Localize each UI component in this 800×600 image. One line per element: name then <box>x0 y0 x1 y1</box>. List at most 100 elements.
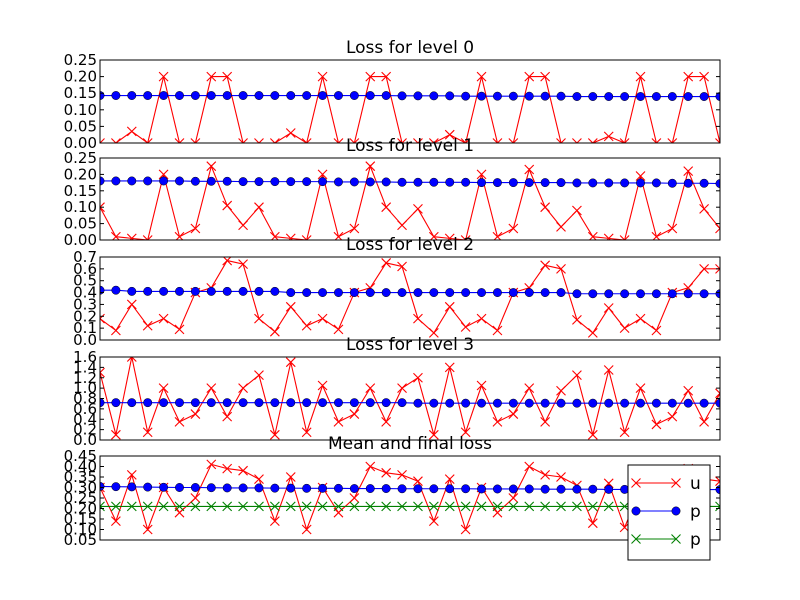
panel-1-series-0-point-32-b <box>606 233 614 240</box>
panel-3-series-1-point-34 <box>636 398 645 408</box>
panel-2-series-1-point-15 <box>334 288 343 298</box>
panel-0-series-0-point-4-b <box>158 71 169 82</box>
panel-2-series-0-point-23-b <box>460 322 471 332</box>
panel-2-series-1-point-35 <box>651 289 661 299</box>
panel-3-series-1-point-8 <box>222 398 232 408</box>
panel-2-series-0-point-32-b <box>603 303 614 313</box>
panel-0-series-1-point-1 <box>111 91 121 100</box>
panel-2-series-0-point-13 <box>301 320 312 331</box>
panel-0-series-1-point-30 <box>572 92 582 101</box>
panel-4-series-2-point-5-b <box>174 501 185 512</box>
panel-0-series-0-point-23-a <box>460 138 467 143</box>
panel-3-series-0-point-2-b <box>126 357 133 362</box>
panel-4-series-0-point-27 <box>524 461 535 472</box>
panel-4-series-1-point-20 <box>413 484 423 494</box>
panel-4-series-2-point-30-b <box>572 501 582 512</box>
panel-1-series-0-point-19-b <box>397 220 407 231</box>
panel-0-series-1-point-32 <box>604 92 614 101</box>
panel-0-series-1-point-38 <box>699 92 709 101</box>
panel-1-series-0-point-38 <box>699 203 709 214</box>
panel-4-series-2-point-7 <box>206 501 217 512</box>
panel-1-series-0-point-27 <box>524 164 535 175</box>
panel-0-series-0-point-3-a <box>142 138 149 143</box>
legend-label-1: p <box>690 502 701 522</box>
panel-2-series-0-point-2 <box>126 299 137 310</box>
panel-0-series-0-point-19-b <box>401 138 407 143</box>
panel-3-series-0-point-20 <box>413 372 423 383</box>
panel-2-series-0-point-2-b <box>126 299 137 310</box>
panel-0-series-0-point-0-b <box>100 138 105 143</box>
panel-4-series-2-point-29 <box>556 501 566 512</box>
panel-1-series-0-point-27-b <box>524 164 535 175</box>
panel-2-series-1-point-4 <box>159 286 169 296</box>
panel-0-series-0-point-3 <box>142 138 153 143</box>
panel-0-series-0-point-8-b <box>222 71 233 82</box>
panel-2-series-0-point-1-b <box>111 325 121 336</box>
legend-marker-end-1 <box>671 506 681 516</box>
panel-0-series-1-point-35 <box>651 92 661 101</box>
panel-0-series-0-point-31-a <box>587 138 594 143</box>
panel-2-series-0-point-29-b <box>556 263 566 274</box>
panel-4-series-0-point-7 <box>206 459 217 470</box>
panel-2-ytick-label-5: 0.5 <box>73 272 97 290</box>
panel-2-series-0-point-10 <box>254 313 264 324</box>
panel-4-series-2-point-10-b <box>254 501 264 512</box>
panel-4-series-2-point-28-b <box>540 501 551 512</box>
panel-2-series-0-point-1 <box>111 325 121 336</box>
panel-1-series-0-point-4-b <box>158 169 169 180</box>
panel-3-series-1-line <box>100 402 720 404</box>
panel-3-series-0-point-19-b <box>397 383 407 394</box>
panel-2-series-1-point-28 <box>540 288 550 298</box>
legend-box <box>627 464 711 561</box>
panel-4-series-2-point-20-b <box>413 501 423 512</box>
panel-3-series-0-point-32-b <box>603 365 614 375</box>
panel-3-series-1-point-25 <box>492 398 502 408</box>
legend-label-0: u <box>690 474 701 494</box>
panel-2-series-1-point-23 <box>461 288 471 298</box>
panel-2-series-1-point-20 <box>413 288 423 298</box>
panel-3-series-0-point-15-b <box>333 416 344 427</box>
panel-4-series-1-point-18 <box>381 484 391 493</box>
panel-4-frame <box>99 455 721 541</box>
panel-1-series-0-point-2 <box>126 233 137 240</box>
panel-0-series-0-point-39-a <box>715 138 720 143</box>
panel-0-series-0-point-39 <box>715 138 720 143</box>
panel-4-series-0-point-31 <box>587 518 598 529</box>
panel-0-series-0-point-31 <box>587 138 598 143</box>
panel-1-series-0-point-0 <box>100 202 105 213</box>
panel-4-series-0-point-3-b <box>142 524 153 535</box>
panel-0-series-0-point-3-b <box>146 138 153 143</box>
panel-2-series-0-point-35 <box>651 325 662 336</box>
panel-0-series-1-point-2 <box>127 91 137 100</box>
panel-1-series-1-point-22 <box>445 177 455 187</box>
panel-1-series-1-point-16 <box>349 177 359 187</box>
panel-4-series-0-point-9 <box>238 465 248 476</box>
panel-0-series-0-point-6 <box>190 138 201 143</box>
panel-0-series-0-point-23-b <box>464 138 471 143</box>
panel-2-series-1-point-9 <box>238 286 248 296</box>
panel-1-series-0-point-36 <box>667 223 678 234</box>
panel-3-series-0-point-9-b <box>238 383 248 394</box>
panel-0-series-1-point-37 <box>683 92 693 101</box>
panel-4-series-2-point-31 <box>587 501 598 512</box>
panel-4-ytick-label-2: 0.15 <box>64 510 97 528</box>
panel-0-series-0-point-17 <box>365 71 376 82</box>
panel-0-ytick-label-1: 0.05 <box>64 117 97 135</box>
panel-3-series-1-point-19 <box>397 398 407 408</box>
panel-2-series-0-point-30 <box>572 314 582 325</box>
panel-4-series-0-point-21-b <box>428 516 439 526</box>
panel-4-series-2-point-21 <box>428 501 439 512</box>
panel-1-series-1-point-21 <box>429 177 439 187</box>
panel-4-series-0-point-13-b <box>301 524 312 535</box>
panel-4-series-0-point-17 <box>365 461 376 472</box>
panel-4-ytick-label-7: 0.40 <box>64 458 97 476</box>
panel-4-series-0-point-26-b <box>508 493 519 503</box>
panel-0-series-0-point-17-b <box>365 71 376 82</box>
panel-1-series-1-line <box>100 180 720 185</box>
panel-3-series-0-point-11 <box>269 429 280 440</box>
panel-0-series-0-line <box>100 76 720 143</box>
panel-4-series-2-point-25-b <box>492 501 503 512</box>
panel-4-series-1-point-29 <box>556 484 566 494</box>
panel-2-series-0-point-19-b <box>397 261 407 272</box>
panel-1-series-0-point-22 <box>444 233 455 240</box>
